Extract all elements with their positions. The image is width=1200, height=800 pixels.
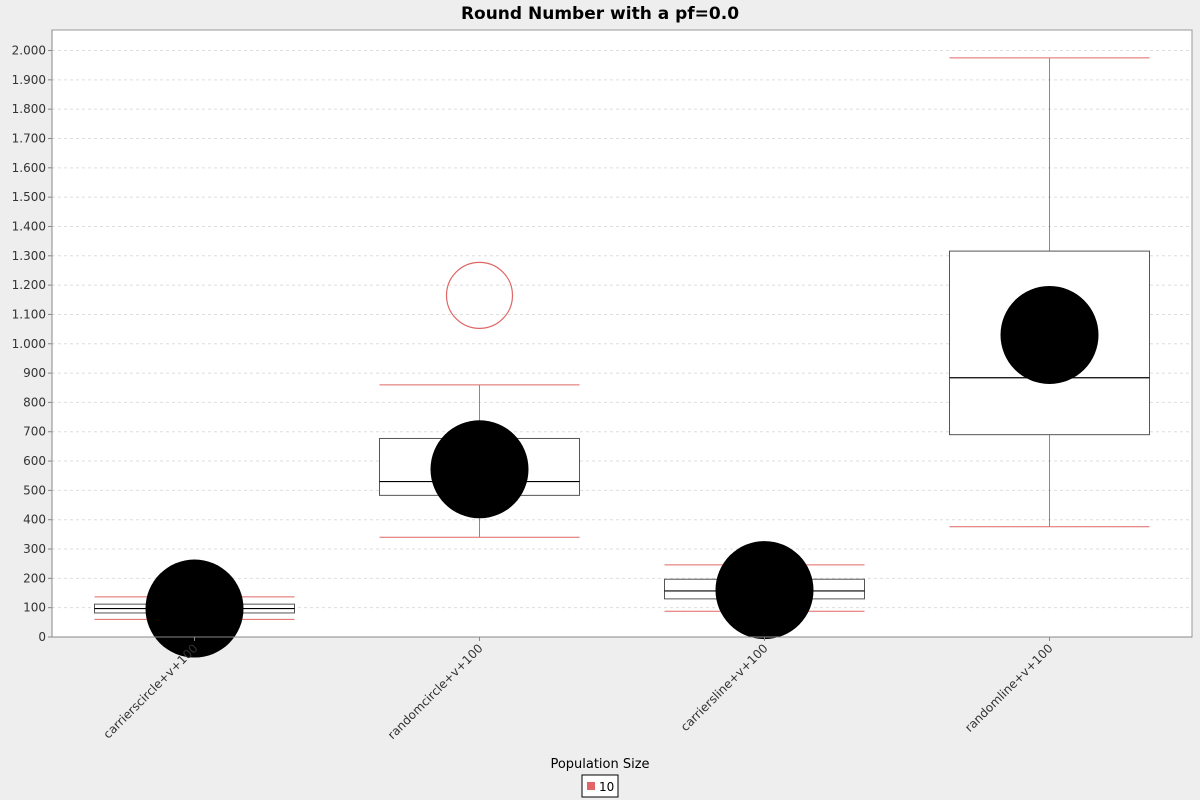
legend-entry-label: 10 (599, 780, 614, 794)
mean-marker (145, 559, 244, 658)
y-tick-label: 1.300 (12, 249, 46, 263)
mean-marker (1000, 285, 1099, 384)
legend: Population Size 10 (550, 757, 650, 798)
box-randomcircle+v+100 (379, 261, 580, 538)
y-tick-label: 300 (23, 542, 46, 556)
y-tick-label: 1.900 (12, 73, 46, 87)
y-tick-label: 1.600 (12, 161, 46, 175)
x-category-label: randomline+v+100 (962, 641, 1056, 735)
y-tick-label: 700 (23, 425, 46, 439)
y-tick-label: 500 (23, 483, 46, 497)
x-category-label: carriersline+v+100 (678, 641, 771, 734)
box-randomline+v+100 (949, 57, 1150, 528)
y-tick-label: 600 (23, 454, 46, 468)
box-series (94, 57, 1150, 658)
x-category-label: randomcircle+v+100 (385, 641, 486, 742)
y-tick-label: 100 (23, 601, 46, 615)
y-tick-label: 1.800 (12, 102, 46, 116)
box-carrierscircle+v+100 (94, 559, 295, 658)
y-tick-label: 1.400 (12, 219, 46, 233)
y-tick-label: 800 (23, 395, 46, 409)
legend-frame (581, 774, 619, 798)
y-tick-label: 200 (23, 571, 46, 585)
y-tick-label: 2.000 (12, 44, 46, 58)
x-category-label: carrierscircle+v+100 (101, 641, 201, 741)
box-carriersline+v+100 (664, 541, 865, 640)
mean-marker (430, 420, 529, 519)
y-tick-label: 900 (23, 366, 46, 380)
mean-marker (715, 541, 814, 640)
y-tick-label: 1.100 (12, 307, 46, 321)
y-tick-label: 400 (23, 513, 46, 527)
y-tick-label: 1.200 (12, 278, 46, 292)
y-tick-label: 0 (38, 630, 46, 644)
y-tick-label: 1.700 (12, 131, 46, 145)
outlier-marker (445, 261, 514, 329)
chart-title: Round Number with a pf=0.0 (461, 4, 739, 24)
legend-title: Population Size (550, 757, 649, 772)
legend-swatch (587, 782, 595, 790)
y-tick-label: 1.500 (12, 190, 46, 204)
y-tick-label: 1.000 (12, 337, 46, 351)
